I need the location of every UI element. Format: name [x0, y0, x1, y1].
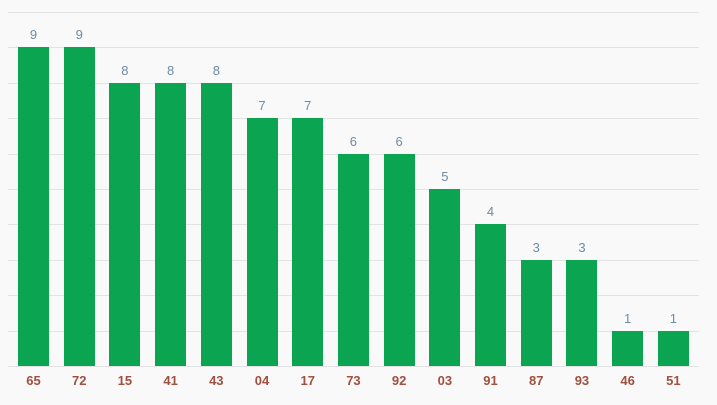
bar[interactable]: [337, 153, 369, 366]
bar[interactable]: [383, 153, 415, 366]
bar-value-label: 8: [121, 62, 129, 78]
bar-value-label: 3: [578, 239, 586, 255]
x-axis-label: 65: [26, 373, 41, 388]
bar-value-label: 5: [441, 169, 449, 184]
bar-value-label: 7: [258, 98, 266, 114]
bar[interactable]: [612, 330, 644, 366]
bar[interactable]: [200, 82, 232, 366]
gridline: [8, 366, 699, 367]
bar[interactable]: [566, 259, 598, 366]
x-axis-label: 91: [483, 373, 498, 388]
bar[interactable]: [475, 224, 507, 366]
bar[interactable]: [429, 189, 461, 366]
bar[interactable]: [63, 47, 95, 366]
gridline: [8, 82, 699, 84]
bar-value-label: 8: [166, 62, 175, 78]
bar[interactable]: [657, 330, 689, 366]
bar-value-label: 1: [624, 310, 632, 326]
gridline: [8, 47, 699, 49]
bar-column: 9: [63, 12, 95, 366]
bar-column: 3: [520, 12, 552, 366]
x-axis-labels: 65 72 15 41 43 04 17 73 92 03 91 87 93 46 51: [18, 373, 689, 389]
plot-area: 9 9 8 8 8 7 7 6 6 5 4 3 3 1 1: [8, 12, 699, 367]
bar-column: 8: [155, 12, 187, 366]
bar-value-label: 8: [212, 62, 220, 78]
bars-container: 9 9 8 8 8 7 7 6 6 5 4 3 3 1 1: [18, 12, 689, 366]
x-axis-label: 92: [391, 373, 407, 388]
bar-value-label: 9: [75, 27, 83, 43]
bar[interactable]: [109, 82, 141, 366]
bar[interactable]: [292, 118, 324, 366]
x-axis-label: 43: [209, 373, 224, 388]
x-axis-label: 93: [574, 373, 590, 388]
bar[interactable]: [18, 47, 49, 366]
bar-value-label: 9: [29, 27, 38, 43]
bar-value-label: 4: [486, 204, 495, 220]
x-axis-label: 51: [666, 373, 681, 388]
bar-column: 4: [475, 12, 507, 366]
bar-column: 5: [429, 12, 461, 366]
x-axis-label: 73: [346, 373, 361, 388]
bar-value-label: 6: [349, 133, 358, 149]
bar[interactable]: [520, 259, 552, 366]
x-axis-label: 15: [117, 373, 133, 388]
bar-column: 7: [292, 12, 324, 366]
gridline: [8, 12, 699, 13]
bar-value-label: 1: [669, 310, 677, 326]
bar-column: 8: [200, 12, 232, 366]
bar[interactable]: [246, 118, 278, 366]
bar[interactable]: [155, 82, 187, 366]
bar-column: 1: [657, 12, 689, 366]
bar-value-label: 6: [395, 133, 403, 149]
bar-column: 6: [383, 12, 415, 366]
bar-column: 8: [109, 12, 141, 366]
bar-column: 3: [566, 12, 598, 366]
x-axis-label: 41: [163, 373, 178, 388]
gridline: [8, 118, 699, 120]
x-axis-label: 04: [254, 373, 270, 388]
bar-column: 6: [337, 12, 369, 366]
x-axis-label: 72: [71, 373, 87, 388]
bar-value-label: 3: [532, 239, 540, 255]
x-axis-label: 46: [620, 373, 635, 388]
bar-column: 1: [612, 12, 644, 366]
x-axis-label: 87: [529, 373, 544, 388]
bar-column: 9: [18, 12, 49, 366]
x-axis-label: 17: [300, 373, 315, 388]
bar-value-label: 7: [304, 98, 312, 114]
bar-column: 7: [246, 12, 278, 366]
x-axis-label: 03: [437, 373, 453, 388]
